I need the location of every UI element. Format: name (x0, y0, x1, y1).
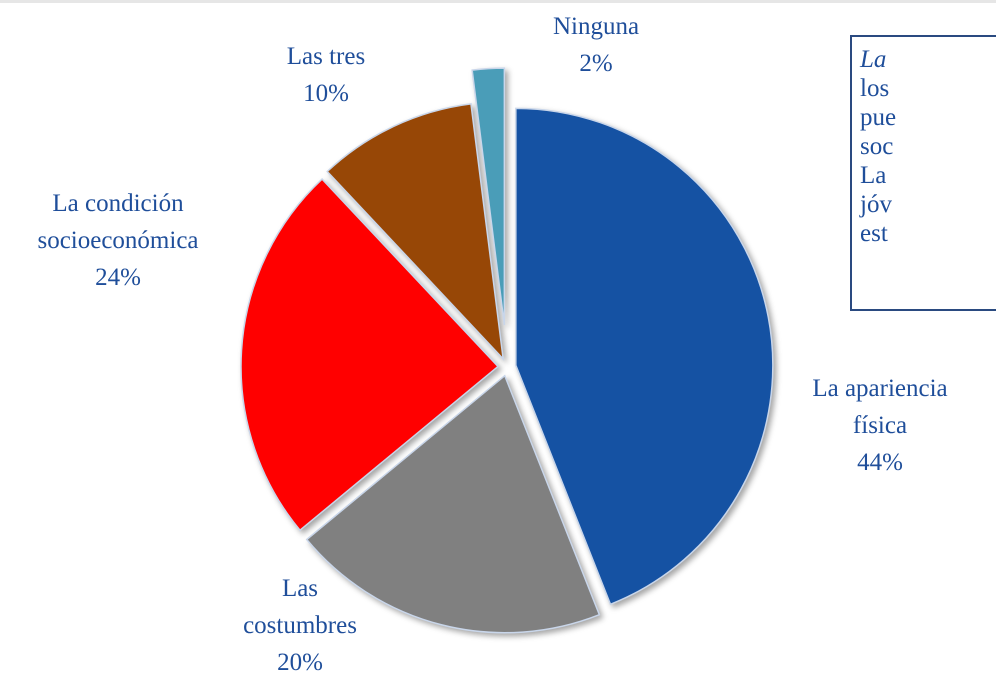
pie-slice (305, 374, 601, 634)
data-label: Las costumbres 20% (225, 570, 375, 681)
pie-slice (326, 103, 505, 362)
data-label: La apariencia física 44% (805, 370, 955, 481)
data-label: Ninguna 2% (476, 8, 716, 82)
pie-slice (471, 67, 506, 326)
value-label: 20% (277, 649, 323, 676)
category-label: Las tres (286, 43, 366, 70)
data-label: La condición socioeconómica 24% (0, 185, 238, 296)
annotation-line: los (860, 75, 890, 102)
category-label: La apariencia física (812, 375, 948, 439)
annotation-line: La (860, 162, 887, 189)
annotation-line: soc (860, 133, 894, 160)
category-label: Ninguna (552, 13, 640, 40)
annotation-box: La los pue soc La jóv est (850, 35, 996, 311)
value-label: 44% (857, 449, 903, 476)
value-label: 10% (303, 80, 349, 107)
annotation-line: est (860, 220, 888, 247)
value-label: 24% (95, 264, 141, 291)
top-border (0, 0, 996, 3)
annotation-line: La (860, 46, 887, 73)
category-label: Las costumbres (243, 575, 357, 639)
category-label: La condición socioeconómica (37, 190, 199, 254)
annotation-line: pue (860, 104, 897, 131)
value-label: 2% (579, 50, 613, 77)
data-label: Las tres 10% (206, 38, 446, 112)
pie-slice (515, 107, 774, 606)
annotation-line: jóv (860, 191, 892, 218)
pie-slice (240, 178, 500, 532)
